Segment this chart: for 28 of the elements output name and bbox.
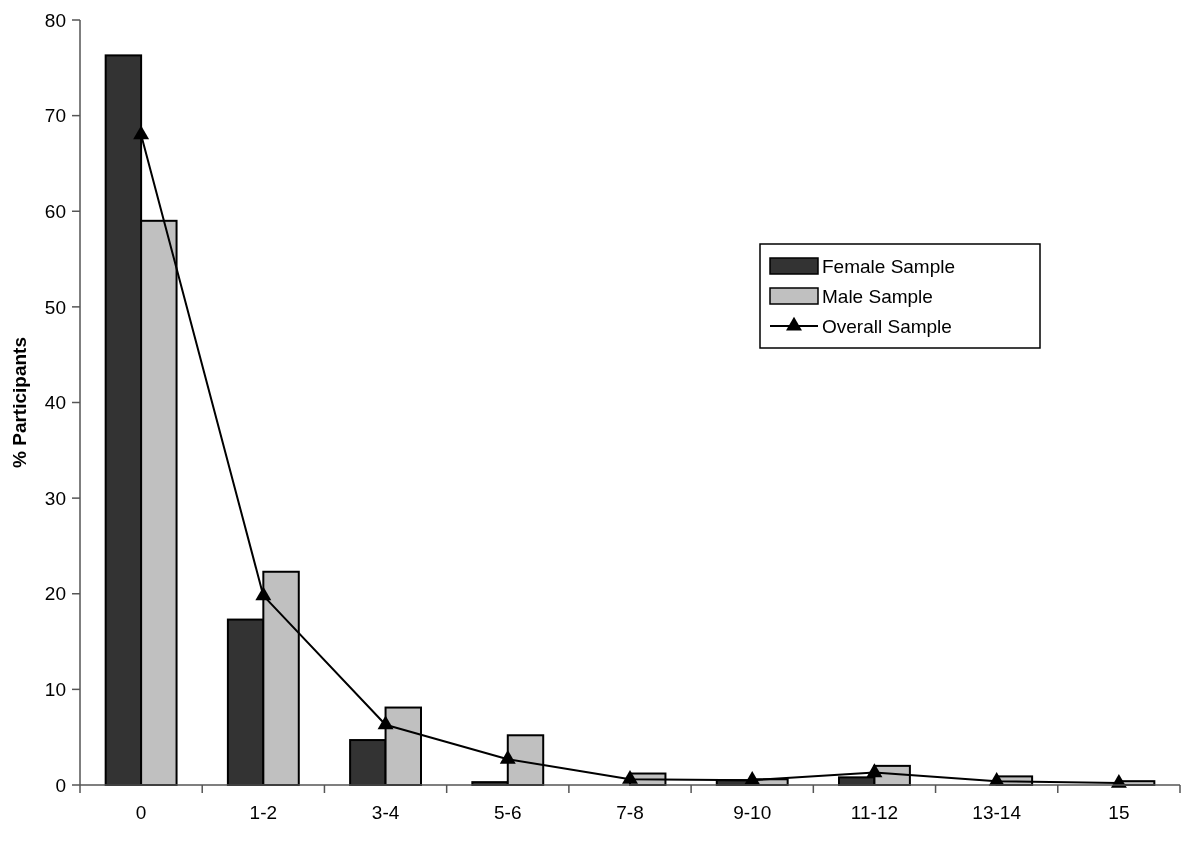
y-tick-label: 60 bbox=[44, 200, 66, 222]
y-tick-label: 70 bbox=[44, 105, 66, 127]
legend-label: Male Sample bbox=[822, 285, 933, 307]
point bbox=[866, 763, 883, 778]
x-tick-label: 0 bbox=[135, 802, 147, 823]
legend-label: Overall Sample bbox=[822, 315, 952, 337]
y-tick-label: 50 bbox=[44, 296, 66, 318]
y-tick-label: 40 bbox=[44, 392, 66, 414]
y-tick-label: 20 bbox=[44, 583, 66, 605]
y-tick-label: 10 bbox=[44, 679, 66, 701]
y-axis-title: % Participants bbox=[9, 337, 30, 468]
legend-label: Female Sample bbox=[822, 255, 956, 277]
point bbox=[499, 749, 516, 764]
x-tick-label: 15 bbox=[1108, 802, 1130, 823]
y-tick-label: 0 bbox=[55, 774, 66, 796]
x-tick-label: 3-4 bbox=[371, 802, 400, 823]
x-tick-label: 1-2 bbox=[249, 802, 278, 823]
point bbox=[255, 586, 272, 601]
x-tick-label: 7-8 bbox=[616, 802, 644, 823]
x-tick-label: 5-6 bbox=[494, 802, 522, 823]
y-tick-label: 80 bbox=[44, 9, 66, 31]
x-tick-label: 9-10 bbox=[733, 802, 772, 823]
point bbox=[377, 715, 394, 730]
x-tick-label: 11-12 bbox=[850, 802, 899, 823]
y-tick-label: 30 bbox=[44, 487, 66, 509]
point bbox=[622, 770, 638, 784]
x-tick-label: 13-14 bbox=[972, 802, 1022, 823]
point bbox=[133, 125, 150, 140]
